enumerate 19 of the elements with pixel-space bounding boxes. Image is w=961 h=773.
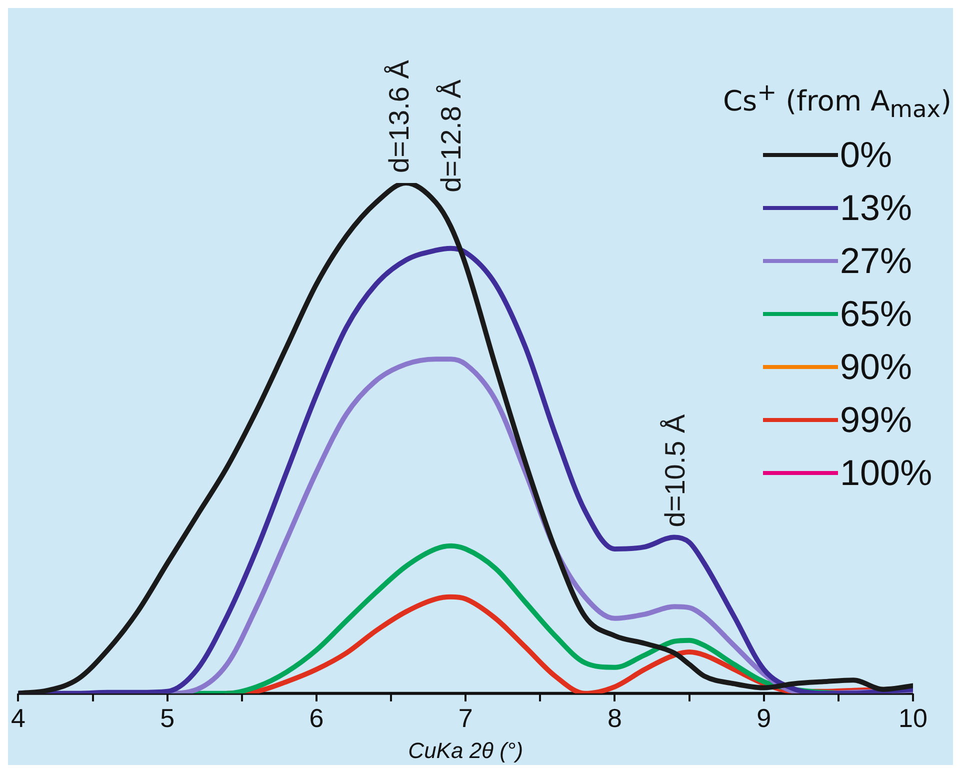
legend-label: 100% bbox=[840, 452, 932, 494]
annotation: d=10.5 Å bbox=[659, 414, 690, 528]
x-tick-label: 7 bbox=[458, 703, 473, 734]
x-tick-label: 9 bbox=[756, 703, 772, 734]
x-tick-label: 4 bbox=[10, 703, 26, 734]
x-tick-label: 8 bbox=[608, 703, 622, 734]
x-tick-label: 5 bbox=[160, 703, 175, 734]
legend-label: 65% bbox=[840, 293, 912, 336]
annotation: d=13.6 Å bbox=[384, 60, 415, 173]
x-tick-label: 6 bbox=[309, 703, 324, 734]
legend-label: 0% bbox=[840, 134, 892, 176]
legend-label: 13% bbox=[840, 187, 912, 230]
x-axis-title: CuKa 2θ (°) bbox=[408, 738, 524, 763]
legend-label: 90% bbox=[840, 346, 912, 388]
legend-label: 27% bbox=[840, 240, 912, 282]
x-tick-label: 10 bbox=[898, 703, 928, 734]
legend-title: Cs$^{+}$ (from A$_{max}$) bbox=[723, 78, 952, 123]
annotation: d=12.8 Å bbox=[436, 79, 467, 192]
legend-label: 99% bbox=[840, 399, 912, 442]
